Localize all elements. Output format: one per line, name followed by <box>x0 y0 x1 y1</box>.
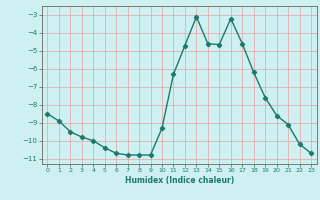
X-axis label: Humidex (Indice chaleur): Humidex (Indice chaleur) <box>124 176 234 185</box>
